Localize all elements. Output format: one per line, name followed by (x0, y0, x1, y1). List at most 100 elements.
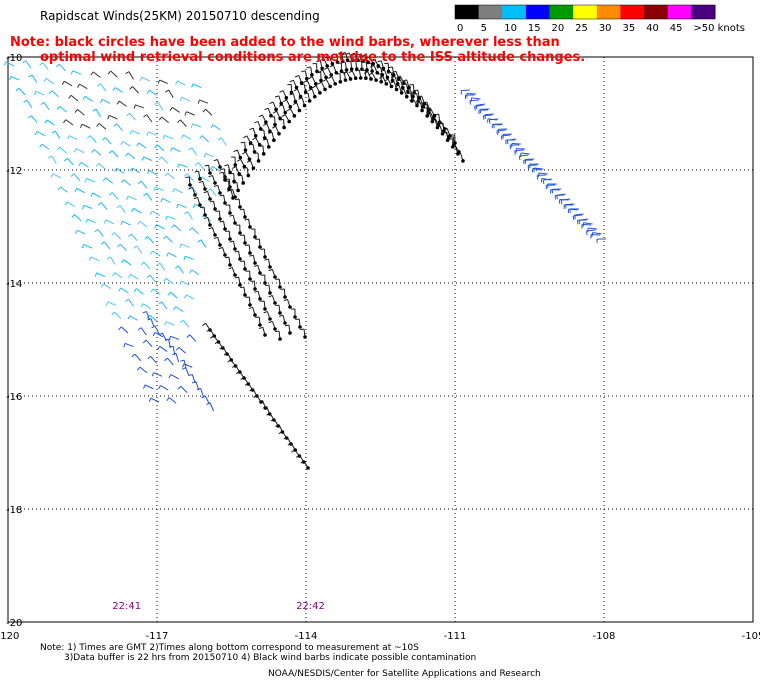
wind-barb (79, 84, 87, 89)
contamination-dot (298, 109, 302, 113)
contamination-dot (295, 86, 299, 90)
wind-barb-feather (129, 274, 131, 277)
wind-barb-feather (138, 221, 140, 224)
wind-barb (141, 181, 147, 188)
wind-barb-feather (164, 278, 166, 281)
wind-barb (77, 109, 84, 115)
wind-barb (117, 168, 124, 173)
wind-barb-feather (180, 97, 182, 101)
wind-barb-feather (200, 207, 204, 208)
lat-label: -14 (6, 279, 22, 290)
wind-barb-feather (170, 107, 172, 110)
lat-label: -16 (6, 392, 22, 403)
wind-barb (108, 302, 116, 306)
wind-barb (55, 131, 60, 139)
contamination-dot (233, 163, 237, 167)
wind-barb-feather (48, 156, 51, 158)
wind-barb-feather (86, 219, 88, 223)
wind-barb-feather (275, 96, 279, 97)
wind-barb-feather (104, 220, 106, 224)
wind-barb-feather (168, 292, 171, 295)
wind-barb (52, 91, 59, 97)
note-line-1: Note: black circles have been added to t… (10, 35, 560, 50)
contamination-dot (382, 67, 386, 71)
wind-barb-feather (121, 221, 123, 225)
wind-barb (96, 109, 101, 117)
contamination-dot (228, 211, 232, 215)
wind-barb-feather (147, 319, 151, 320)
contamination-dot (253, 235, 257, 239)
wind-barb-feather (69, 95, 71, 98)
wind-barb-feather (34, 91, 36, 95)
wind-barb (142, 77, 150, 81)
footer-note-2: 3)Data buffer is 22 hrs from 20150710 4)… (64, 653, 476, 663)
wind-barb-feather (159, 117, 161, 120)
wind-barb (26, 61, 31, 68)
wind-barb (211, 189, 217, 196)
lon-label: -117 (146, 631, 169, 642)
wind-barb (148, 236, 154, 243)
wind-barb (179, 164, 187, 167)
wind-barb (470, 100, 479, 101)
wind-barb (171, 374, 179, 378)
contamination-dot (262, 152, 266, 156)
wind-barb (172, 148, 180, 152)
footer-credit: NOAA/NESDIS/Center for Satellite Applica… (268, 669, 541, 679)
wind-barb-feather (265, 259, 269, 260)
wind-barb-feather (137, 367, 139, 370)
wind-barb-feather (119, 288, 121, 291)
wind-barb-feather (149, 398, 151, 402)
wind-barb-feather (106, 302, 108, 306)
wind-barb (475, 105, 484, 106)
wind-barb (115, 88, 123, 93)
colorbar-label: 15 (528, 23, 541, 34)
wind-barb-feather (204, 154, 205, 158)
contamination-dot (223, 253, 227, 257)
colorbar-swatch (691, 5, 715, 19)
wind-barb-feather (298, 98, 302, 99)
wind-barb-feather (51, 174, 53, 178)
wind-barb-feather (75, 109, 77, 112)
lat-label: -18 (6, 505, 22, 516)
wind-barb (167, 358, 173, 365)
wind-barb-feather (269, 269, 273, 270)
wind-barb (27, 100, 32, 107)
wind-barb-feather (308, 89, 312, 90)
wind-barb-feather (243, 136, 246, 138)
contamination-dot (310, 73, 314, 77)
contamination-dot (401, 86, 405, 90)
wind-barb-feather (138, 328, 141, 330)
contamination-dot (370, 69, 374, 73)
contamination-dot (239, 156, 243, 160)
time-label: 22:42 (296, 601, 325, 612)
contamination-dot (278, 311, 282, 315)
wind-barb-feather (269, 321, 273, 322)
wind-barb-feather (233, 183, 237, 184)
wind-barb-feather (191, 124, 192, 128)
wind-barb (178, 204, 186, 207)
colorbar-label: 45 (670, 23, 683, 34)
wind-barb (503, 134, 512, 135)
wind-barb (168, 173, 175, 179)
contamination-dot (223, 201, 227, 205)
wind-barb (67, 158, 73, 165)
wind-barb (131, 234, 137, 241)
wind-barb-feather (389, 67, 393, 68)
wind-barb-feather (95, 229, 98, 232)
wind-barb-feather (214, 159, 218, 160)
contamination-dot (420, 109, 424, 113)
wind-barb-feather (97, 84, 100, 86)
wind-barb-feather (158, 80, 159, 84)
wind-barb-feather (169, 336, 170, 340)
wind-barb (193, 124, 201, 127)
wind-barb (160, 346, 167, 351)
contamination-dot (283, 295, 287, 299)
wind-barb (167, 216, 175, 219)
contamination-dot (263, 255, 267, 259)
wind-barb-feather (214, 185, 218, 186)
wind-barb (109, 115, 117, 119)
wind-barb-feather (155, 225, 157, 229)
contamination-dot (285, 96, 289, 100)
wind-barb (124, 260, 131, 265)
wind-barb (19, 88, 25, 95)
